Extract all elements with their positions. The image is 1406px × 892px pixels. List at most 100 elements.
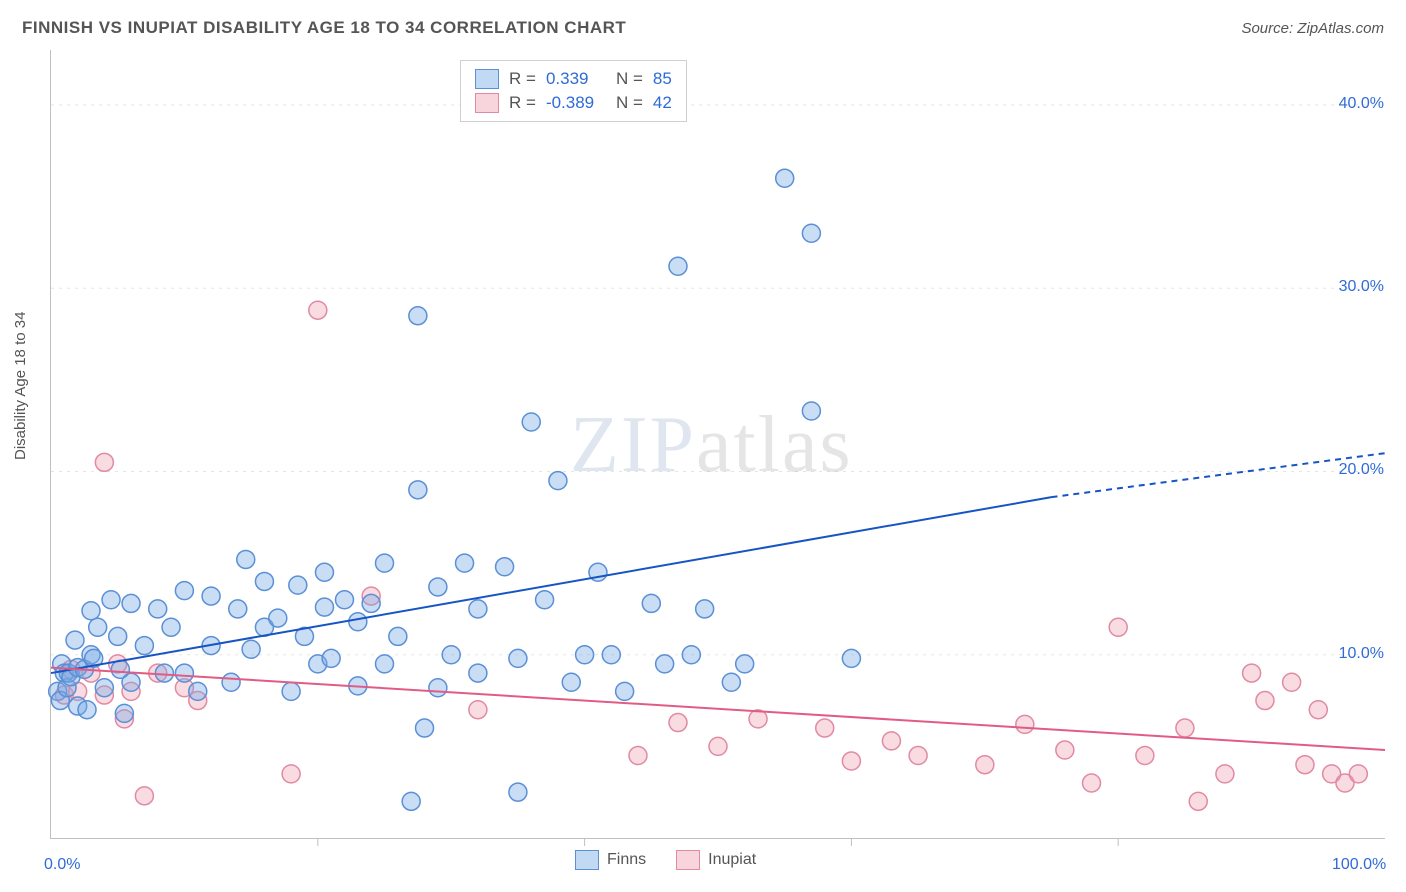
- finns-point: [229, 600, 247, 618]
- legend-top: R = 0.339 N = 85 R = -0.389 N = 42: [460, 60, 687, 122]
- finns-point: [562, 673, 580, 691]
- inupiat-point: [309, 301, 327, 319]
- finns-point: [389, 627, 407, 645]
- source-label: Source: ZipAtlas.com: [1241, 20, 1384, 37]
- finns-point: [255, 572, 273, 590]
- finns-trendline-extrap: [1052, 453, 1386, 497]
- finns-trendline: [51, 497, 1052, 673]
- finns-point: [656, 655, 674, 673]
- finns-point: [237, 550, 255, 568]
- legend-bottom-inupiat: Inupiat: [676, 850, 756, 870]
- inupiat-point: [629, 747, 647, 765]
- finns-point: [376, 554, 394, 572]
- finns-point: [135, 637, 153, 655]
- finns-point: [122, 594, 140, 612]
- finns-point: [576, 646, 594, 664]
- finns-point: [269, 609, 287, 627]
- inupiat-point: [1349, 765, 1367, 783]
- finns-point: [469, 664, 487, 682]
- plot-area: [50, 50, 1385, 839]
- y-tick-label: 20.0%: [1339, 461, 1384, 479]
- finns-point: [149, 600, 167, 618]
- finns-point: [442, 646, 460, 664]
- legend-swatch-pink: [475, 93, 499, 113]
- x-tick-label: 100.0%: [1332, 856, 1386, 874]
- inupiat-point: [469, 701, 487, 719]
- finns-point: [802, 224, 820, 242]
- finns-point: [682, 646, 700, 664]
- legend-n-value: 85: [653, 69, 672, 89]
- finns-point: [89, 618, 107, 636]
- finns-point: [509, 649, 527, 667]
- finns-point: [82, 602, 100, 620]
- inupiat-point: [1256, 692, 1274, 710]
- y-tick-label: 30.0%: [1339, 278, 1384, 296]
- legend-bottom-label: Finns: [607, 851, 646, 869]
- finns-point: [416, 719, 434, 737]
- finns-point: [522, 413, 540, 431]
- legend-n-value: 42: [653, 93, 672, 113]
- legend-bottom-finns: Finns: [575, 850, 646, 870]
- finns-point: [335, 591, 353, 609]
- finns-point: [549, 472, 567, 490]
- finns-point: [349, 613, 367, 631]
- x-tick-label: 0.0%: [44, 856, 80, 874]
- inupiat-point: [1016, 715, 1034, 733]
- finns-point: [402, 792, 420, 810]
- finns-point: [175, 664, 193, 682]
- legend-r-label: R =: [509, 93, 536, 113]
- inupiat-point: [1189, 792, 1207, 810]
- inupiat-point: [1283, 673, 1301, 691]
- finns-point: [102, 591, 120, 609]
- inupiat-point: [909, 747, 927, 765]
- finns-point: [802, 402, 820, 420]
- finns-point: [409, 481, 427, 499]
- finns-point: [362, 594, 380, 612]
- finns-point: [456, 554, 474, 572]
- finns-point: [429, 578, 447, 596]
- inupiat-point: [1243, 664, 1261, 682]
- inupiat-point: [842, 752, 860, 770]
- finns-point: [602, 646, 620, 664]
- inupiat-point: [1136, 747, 1154, 765]
- finns-point: [122, 673, 140, 691]
- legend-swatch-blue: [475, 69, 499, 89]
- legend-top-row-0: R = 0.339 N = 85: [475, 67, 672, 91]
- legend-swatch-pink: [676, 850, 700, 870]
- inupiat-point: [976, 756, 994, 774]
- finns-point: [722, 673, 740, 691]
- inupiat-point: [1216, 765, 1234, 783]
- inupiat-point: [1309, 701, 1327, 719]
- finns-point: [496, 558, 514, 576]
- inupiat-point: [709, 737, 727, 755]
- legend-bottom: Finns Inupiat: [575, 850, 756, 870]
- finns-point: [315, 598, 333, 616]
- legend-r-value: 0.339: [546, 69, 606, 89]
- finns-point: [776, 169, 794, 187]
- y-axis-label: Disability Age 18 to 34: [12, 312, 29, 460]
- finns-point: [642, 594, 660, 612]
- legend-n-label: N =: [616, 69, 643, 89]
- finns-point: [669, 257, 687, 275]
- finns-point: [616, 682, 634, 700]
- finns-point: [222, 673, 240, 691]
- legend-bottom-label: Inupiat: [708, 851, 756, 869]
- inupiat-point: [282, 765, 300, 783]
- finns-point: [536, 591, 554, 609]
- inupiat-point: [669, 714, 687, 732]
- finns-point: [409, 307, 427, 325]
- finns-point: [66, 631, 84, 649]
- inupiat-point: [816, 719, 834, 737]
- inupiat-point: [1296, 756, 1314, 774]
- legend-r-value: -0.389: [546, 93, 606, 113]
- finns-point: [289, 576, 307, 594]
- inupiat-point: [882, 732, 900, 750]
- finns-point: [95, 679, 113, 697]
- finns-point: [155, 664, 173, 682]
- finns-point: [696, 600, 714, 618]
- inupiat-point: [95, 453, 113, 471]
- finns-point: [242, 640, 260, 658]
- finns-point: [162, 618, 180, 636]
- finns-point: [322, 649, 340, 667]
- finns-point: [842, 649, 860, 667]
